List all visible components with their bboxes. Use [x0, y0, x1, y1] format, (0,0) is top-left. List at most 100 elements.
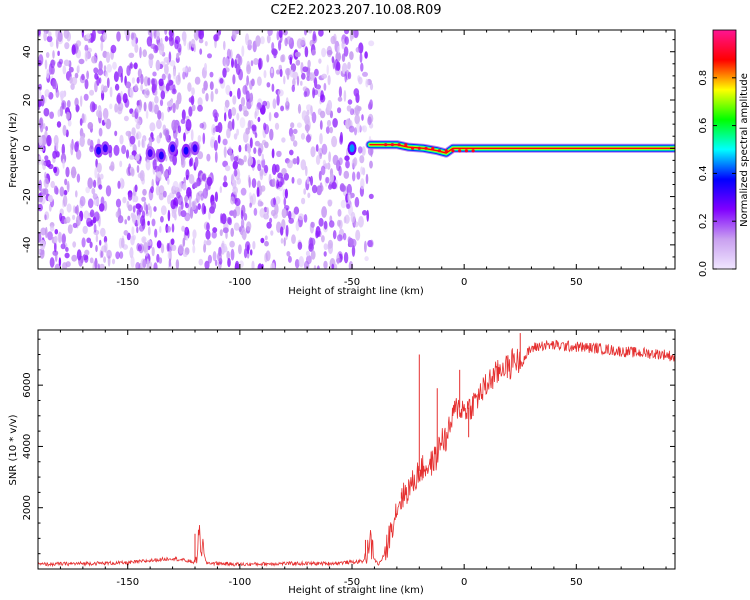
heatmap-cell-923: [99, 263, 105, 269]
heatmap-cell-1208: [225, 165, 231, 172]
heatmap-cell-1282: [42, 161, 46, 171]
heatmap-cell-908: [348, 125, 355, 133]
heatmap-cell-170: [323, 260, 328, 269]
heatmap-cell-533: [292, 71, 299, 80]
heatmap-cell-546: [269, 128, 274, 141]
heatmap-cell-1310: [43, 31, 47, 42]
heatmap-cell-423: [130, 32, 135, 41]
heatmap-cell-475: [300, 62, 304, 74]
heatmap-cell-986: [296, 38, 303, 49]
heatmap-cell-926: [295, 59, 301, 66]
heatmap-cell-313: [64, 178, 68, 186]
heatmap-cell-34: [123, 230, 129, 236]
heatmap-cell-1091: [121, 144, 127, 155]
heatmap-cell-842: [84, 44, 89, 52]
colorbar-ticks: 0.0 0.2 0.4 0.6 0.8: [698, 70, 736, 277]
heatmap-cell-1157: [223, 40, 226, 51]
heatmap-cell-451: [38, 203, 43, 212]
heatmap-cell-648: [75, 190, 78, 198]
heatmap-cell-794: [316, 265, 320, 269]
heatmap-cell-1181: [136, 226, 139, 234]
colorbar: 0.0 0.2 0.4 0.6 0.8 Normalized spectral ampl…: [698, 29, 750, 277]
heatmap-cell-1089: [170, 199, 177, 210]
heatmap-cell-830: [326, 119, 332, 127]
heatmap-cell-122: [285, 97, 289, 106]
heatmap-cell-871: [155, 59, 161, 71]
heatmap-cell-548: [337, 107, 342, 114]
heatmap-cell-847: [171, 223, 175, 233]
heatmap-cell-244: [355, 47, 360, 53]
colorbar-tick-label-3: 0.6: [698, 118, 709, 134]
heatmap-cell-718: [276, 179, 280, 189]
heatmap-cell-86: [349, 51, 354, 61]
heatmap-cell-1203: [286, 159, 293, 169]
heatmap-cell-1088: [93, 223, 97, 233]
heatmap-cell-1261: [281, 208, 287, 219]
heatmap-cell-493: [100, 227, 106, 237]
heatmap-cell-1031: [70, 166, 77, 179]
heatmap-cell-552: [160, 216, 164, 223]
heatmap-cell-761: [279, 68, 283, 78]
heatmap-cell-1148: [125, 81, 132, 89]
heatmap-cell-1393: [240, 209, 244, 220]
heatmap-cell-1059: [291, 176, 295, 184]
heatmap-cell-1371: [54, 241, 57, 253]
heatmap-cell-1449: [169, 60, 176, 67]
heatmap-cell-551: [142, 259, 147, 268]
heatmap-cell-1417: [280, 226, 284, 236]
heatmap-cell-220: [222, 138, 228, 146]
heatmap-cell-768: [148, 53, 154, 60]
heatmap-cell-1254: [305, 250, 310, 257]
heatmap-cell-818: [171, 88, 177, 95]
heatmap-cell-340: [95, 244, 98, 253]
heatmap-cell-1451: [103, 85, 108, 93]
heatmap-cell-310: [240, 187, 247, 196]
low-freq-blob-3: [158, 151, 164, 160]
heatmap-cell-401: [281, 137, 286, 143]
heatmap-cell-30: [275, 196, 281, 205]
heatmap-cell-933: [307, 192, 311, 199]
colorbar-tick-label-4: 0.8: [698, 70, 709, 86]
heatmap-cell-685: [96, 76, 100, 86]
heatmap-cell-1033: [327, 75, 331, 86]
heatmap-cell-613: [276, 30, 280, 41]
heatmap-cell-1392: [53, 235, 58, 244]
heatmap-cell-661: [212, 251, 217, 262]
heatmap-cell-1180: [255, 35, 261, 47]
heatmap-cell-720: [136, 165, 140, 173]
heatmap-cell-1340: [38, 101, 41, 111]
heatmap-cell-1279: [172, 102, 176, 114]
heatmap-cell-1265: [142, 49, 147, 58]
heatmap-cell-1087: [44, 89, 50, 97]
heatmap-cell-993: [231, 30, 237, 41]
heatmap-cell-762: [176, 52, 180, 59]
heatmap-cell-1325: [243, 155, 247, 163]
heatmap-cell-1317: [168, 258, 172, 268]
heatmap-cell-1438: [47, 194, 54, 203]
heatmap-cell-332: [257, 116, 261, 123]
heatmap-cell-134: [197, 203, 201, 211]
heatmap-cell-512: [291, 84, 295, 93]
heatmap-cell-1019: [242, 85, 248, 95]
heatmap-cell-1025: [153, 44, 159, 54]
heatmap-cell-369: [124, 30, 128, 36]
heatmap-cell-492: [145, 204, 149, 215]
heatmap-cell-890: [246, 221, 252, 232]
heatmap-cell-1344: [272, 98, 277, 109]
heatmap-cell-805: [170, 238, 175, 245]
heatmap-cell-1071: [268, 111, 272, 122]
heatmap-cell-1356: [298, 256, 304, 268]
heatmap-cell-1123: [247, 120, 252, 130]
snr-x-axis-label: Height of straight line (km): [288, 585, 424, 596]
heatmap-cell-1115: [209, 71, 214, 78]
heatmap-cell-379: [249, 80, 253, 90]
heatmap-cell-857: [106, 77, 110, 89]
heatmap-cell-827: [141, 236, 147, 244]
heatmap-cell-1304: [93, 103, 98, 111]
heatmap-cell-644: [343, 170, 350, 179]
heatmap-cell-1362: [307, 59, 311, 68]
heatmap-cell-1397: [265, 250, 271, 262]
heatmap-cell-4: [288, 210, 292, 220]
heatmap-cell-654: [326, 103, 330, 111]
heatmap-cell-1300: [188, 196, 192, 208]
